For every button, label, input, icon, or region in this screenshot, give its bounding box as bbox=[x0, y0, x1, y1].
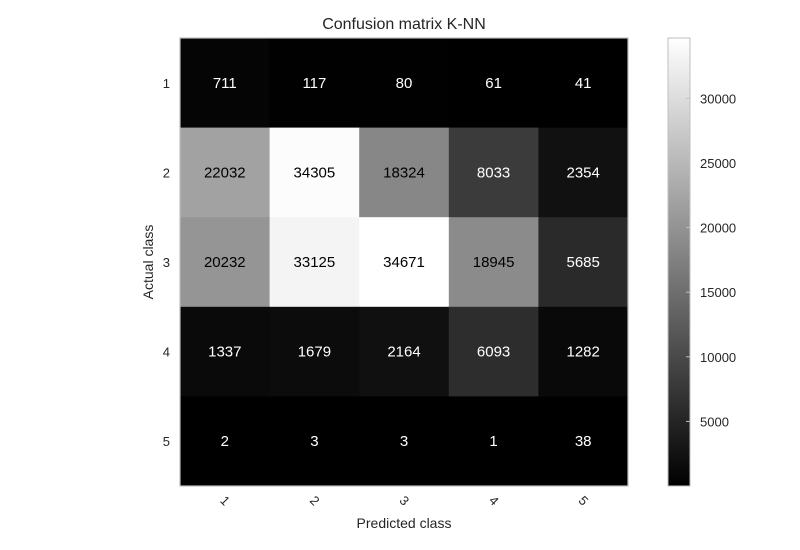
cell-value-label: 80 bbox=[396, 75, 413, 92]
colorbar-tick-labels: 5000 10000 15000 20000 25000 30000 bbox=[686, 91, 736, 429]
colorbar-tick-label: 20000 bbox=[700, 221, 736, 236]
heatmap-frame bbox=[179, 37, 629, 487]
heatmap-cell bbox=[359, 396, 450, 487]
cell-value-label: 5685 bbox=[567, 254, 600, 271]
heatmap-cell bbox=[269, 306, 360, 397]
cell-value-label: 3 bbox=[310, 433, 318, 450]
y-axis-label: Actual class bbox=[140, 225, 156, 300]
heatmap-cell bbox=[538, 127, 629, 218]
cell-value-label: 18324 bbox=[383, 164, 425, 181]
heatmap-cell bbox=[269, 217, 360, 308]
heatmap-cell bbox=[448, 217, 539, 308]
y-tick-label: 3 bbox=[163, 255, 170, 270]
cell-value-label: 2 bbox=[221, 433, 229, 450]
heatmap-cell bbox=[180, 38, 271, 129]
cell-value-label: 2354 bbox=[567, 164, 600, 181]
heatmap-cell bbox=[269, 38, 360, 129]
heatmap-cell bbox=[538, 217, 629, 308]
heatmap-cell bbox=[538, 396, 629, 487]
heatmap-cell bbox=[448, 396, 539, 487]
heatmap-cell bbox=[359, 38, 450, 129]
colorbar-tick-label: 25000 bbox=[700, 156, 736, 171]
heatmap-cell bbox=[359, 306, 450, 397]
heatmap-cell bbox=[269, 127, 360, 218]
cell-value-label: 8033 bbox=[477, 164, 510, 181]
cell-value-label: 711 bbox=[213, 75, 237, 92]
cell-value-label: 1282 bbox=[567, 344, 600, 361]
heatmap-cell bbox=[180, 396, 271, 487]
y-tick-label: 5 bbox=[163, 434, 170, 449]
heatmap-cell bbox=[448, 127, 539, 218]
cell-value-label: 34305 bbox=[294, 164, 336, 181]
colorbar-tick-label: 30000 bbox=[700, 91, 736, 106]
cell-value-label: 1679 bbox=[298, 344, 331, 361]
cell-value-label: 2164 bbox=[387, 344, 420, 361]
cell-value-label: 22032 bbox=[204, 164, 246, 181]
colorbar-tick-label: 5000 bbox=[700, 414, 729, 429]
colorbar bbox=[667, 37, 691, 487]
cell-value-label: 34671 bbox=[383, 254, 425, 271]
colorbar-tick-label: 15000 bbox=[700, 285, 736, 300]
cell-value-label: 20232 bbox=[204, 254, 246, 271]
cell-value-label: 38 bbox=[575, 433, 592, 450]
cell-value-label: 3 bbox=[400, 433, 408, 450]
cell-value-label: 33125 bbox=[294, 254, 336, 271]
heatmap-cell bbox=[359, 127, 450, 218]
heatmap: 711 117 80 61 41 22032 34305 18324 8033 2354 20232… bbox=[180, 38, 629, 487]
y-tick-labels: 1 2 3 4 5 bbox=[163, 76, 170, 449]
x-axis-label: Predicted class bbox=[357, 515, 452, 531]
heatmap-cell bbox=[180, 217, 271, 308]
heatmap-cell bbox=[538, 38, 629, 129]
y-tick-label: 2 bbox=[163, 165, 170, 180]
y-tick-label: 1 bbox=[163, 76, 170, 91]
chart-title: Confusion matrix K-NN bbox=[322, 16, 486, 33]
heatmap-cell bbox=[538, 306, 629, 397]
heatmap-cell bbox=[180, 306, 271, 397]
cell-value-label: 1337 bbox=[208, 344, 241, 361]
heatmap-cell bbox=[359, 217, 450, 308]
cell-value-label: 1 bbox=[489, 433, 497, 450]
cell-value-label: 18945 bbox=[473, 254, 515, 271]
cell-value-label: 6093 bbox=[477, 344, 510, 361]
cell-value-label: 61 bbox=[485, 75, 502, 92]
cell-value-label: 41 bbox=[575, 75, 592, 92]
heatmap-cell bbox=[180, 127, 271, 218]
heatmap-cell bbox=[269, 396, 360, 487]
heatmap-cell bbox=[448, 306, 539, 397]
heatmap-cell bbox=[448, 38, 539, 129]
colorbar-tick-label: 10000 bbox=[700, 350, 736, 365]
y-tick-label: 4 bbox=[163, 345, 170, 360]
cell-value-label: 117 bbox=[302, 75, 326, 92]
